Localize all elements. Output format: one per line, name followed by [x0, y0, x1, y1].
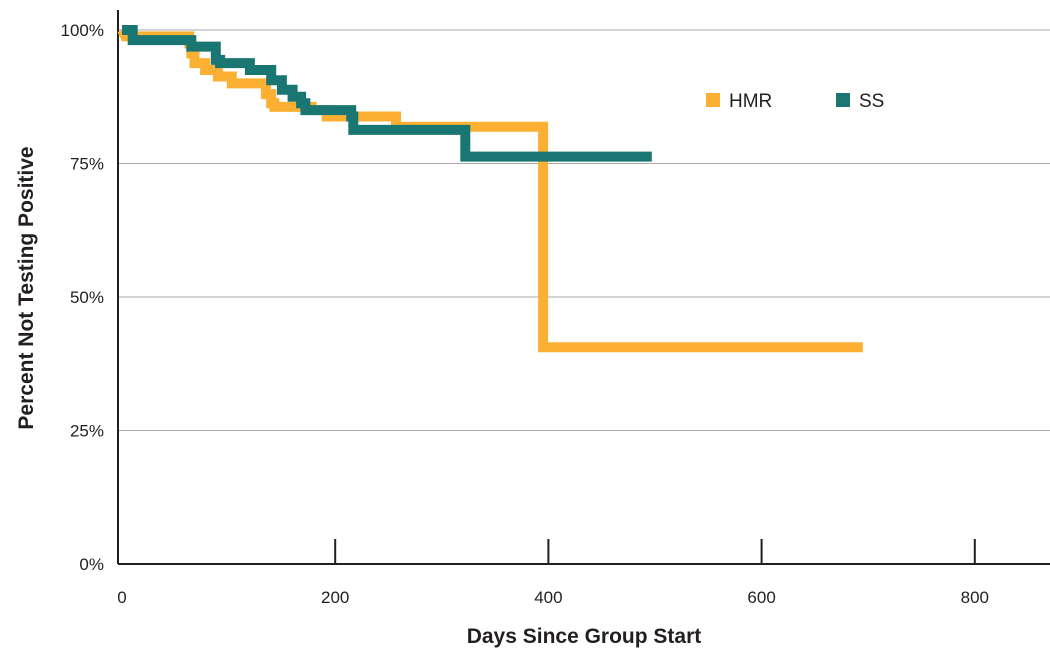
legend-swatch-ss — [836, 93, 850, 107]
series-lines — [117, 25, 863, 353]
x-tick-label: 600 — [747, 588, 775, 607]
tick-labels: 0% 25% 50% 75% 100% 0 200 400 600 800 — [61, 21, 989, 607]
x-tick-label: 400 — [534, 588, 562, 607]
y-tick-label: 0% — [79, 555, 104, 574]
x-axis-title: Days Since Group Start — [467, 625, 702, 648]
series-line-hmr — [117, 27, 863, 353]
legend-label-ss: SS — [859, 91, 884, 112]
y-tick-label: 25% — [70, 422, 104, 441]
x-tick-label: 0 — [117, 588, 126, 607]
y-tick-label: 50% — [70, 288, 104, 307]
series-line-ss — [122, 25, 652, 162]
x-tick-label: 200 — [321, 588, 349, 607]
gridlines — [118, 29, 1050, 431]
axes — [117, 10, 1050, 565]
legend: HMR SS — [706, 91, 884, 112]
legend-label-hmr: HMR — [729, 91, 772, 112]
y-axis-title: Percent Not Testing Positive — [15, 146, 38, 429]
y-tick-label: 75% — [70, 155, 104, 174]
legend-swatch-hmr — [706, 93, 720, 107]
y-tick-label: 100% — [61, 21, 104, 40]
x-tick-label: 800 — [961, 588, 989, 607]
